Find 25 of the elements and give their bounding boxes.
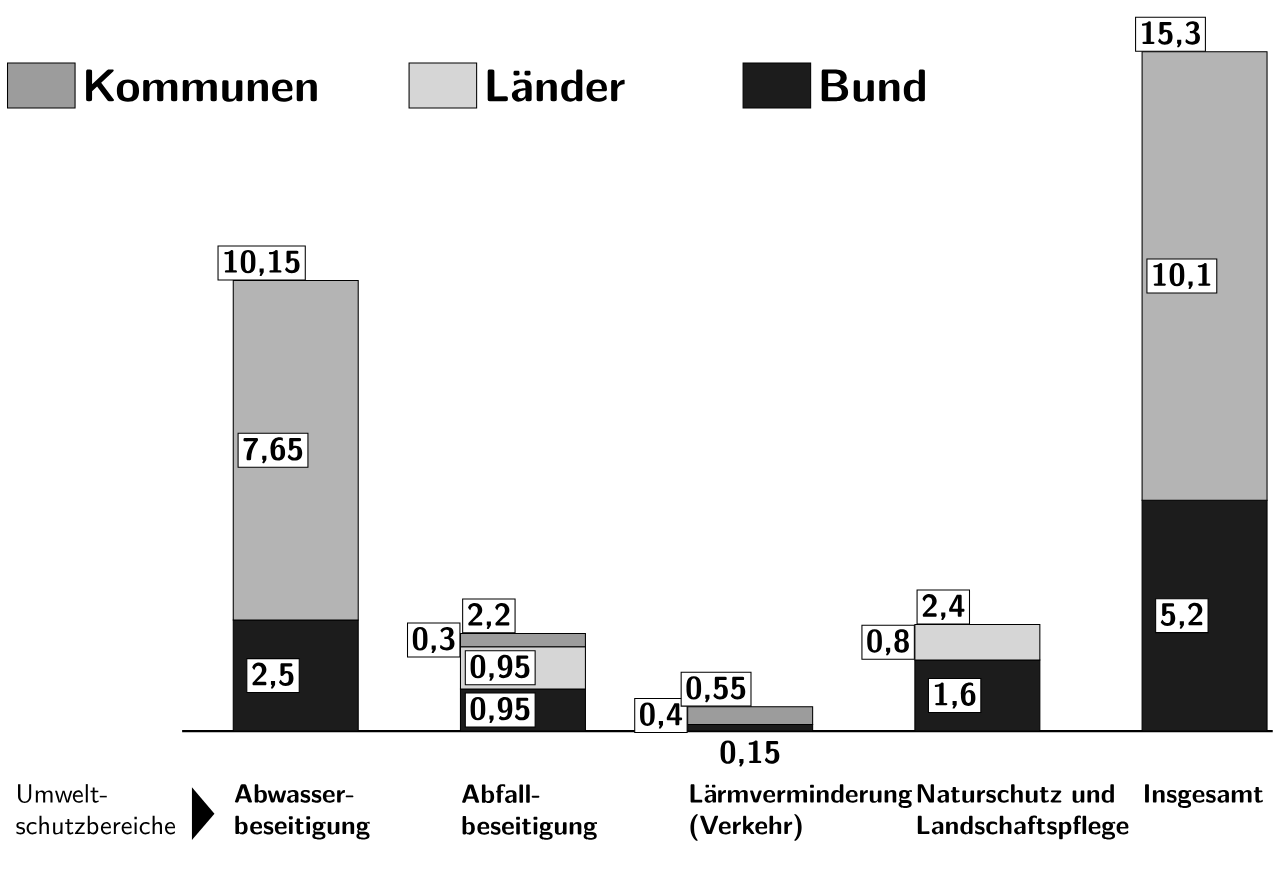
data-label: 10,1 <box>1153 263 1211 290</box>
total-label: 2,4 <box>922 594 965 621</box>
total-label: 15,3 <box>1141 21 1200 48</box>
data-label: 7,65 <box>243 437 303 464</box>
legend-label: Kommunen <box>86 69 317 102</box>
data-label: 5,2 <box>1160 602 1203 629</box>
x-tick-label: Lärmverminderung (Verkehr) <box>690 784 912 841</box>
data-label: 1,6 <box>934 682 976 709</box>
x-tick-label: Naturschutz und Landschaftspflege <box>917 784 1129 840</box>
data-label: 0,95 <box>470 697 530 724</box>
data-label: 0,3 <box>412 627 455 654</box>
x-tick-label: Abwasser- beseitigung <box>234 784 370 840</box>
x-tick-label: Abfall- beseitigung <box>462 784 598 840</box>
x-axis-title: Umwelt- schutzbereiche <box>16 784 176 835</box>
x-tick-label: Insgesamt <box>1145 784 1263 808</box>
data-label: 2,5 <box>252 662 294 689</box>
data-label: 0,15 <box>720 740 780 767</box>
data-label: 0,95 <box>470 654 530 681</box>
total-label: 10,15 <box>224 249 300 276</box>
legend-label: Bund <box>821 69 925 102</box>
data-label: 0,4 <box>640 702 683 729</box>
total-label: 2,2 <box>468 602 510 629</box>
total-label: 0,55 <box>686 676 746 703</box>
legend-label: Länder <box>487 69 625 102</box>
data-label: 0,8 <box>867 629 909 656</box>
